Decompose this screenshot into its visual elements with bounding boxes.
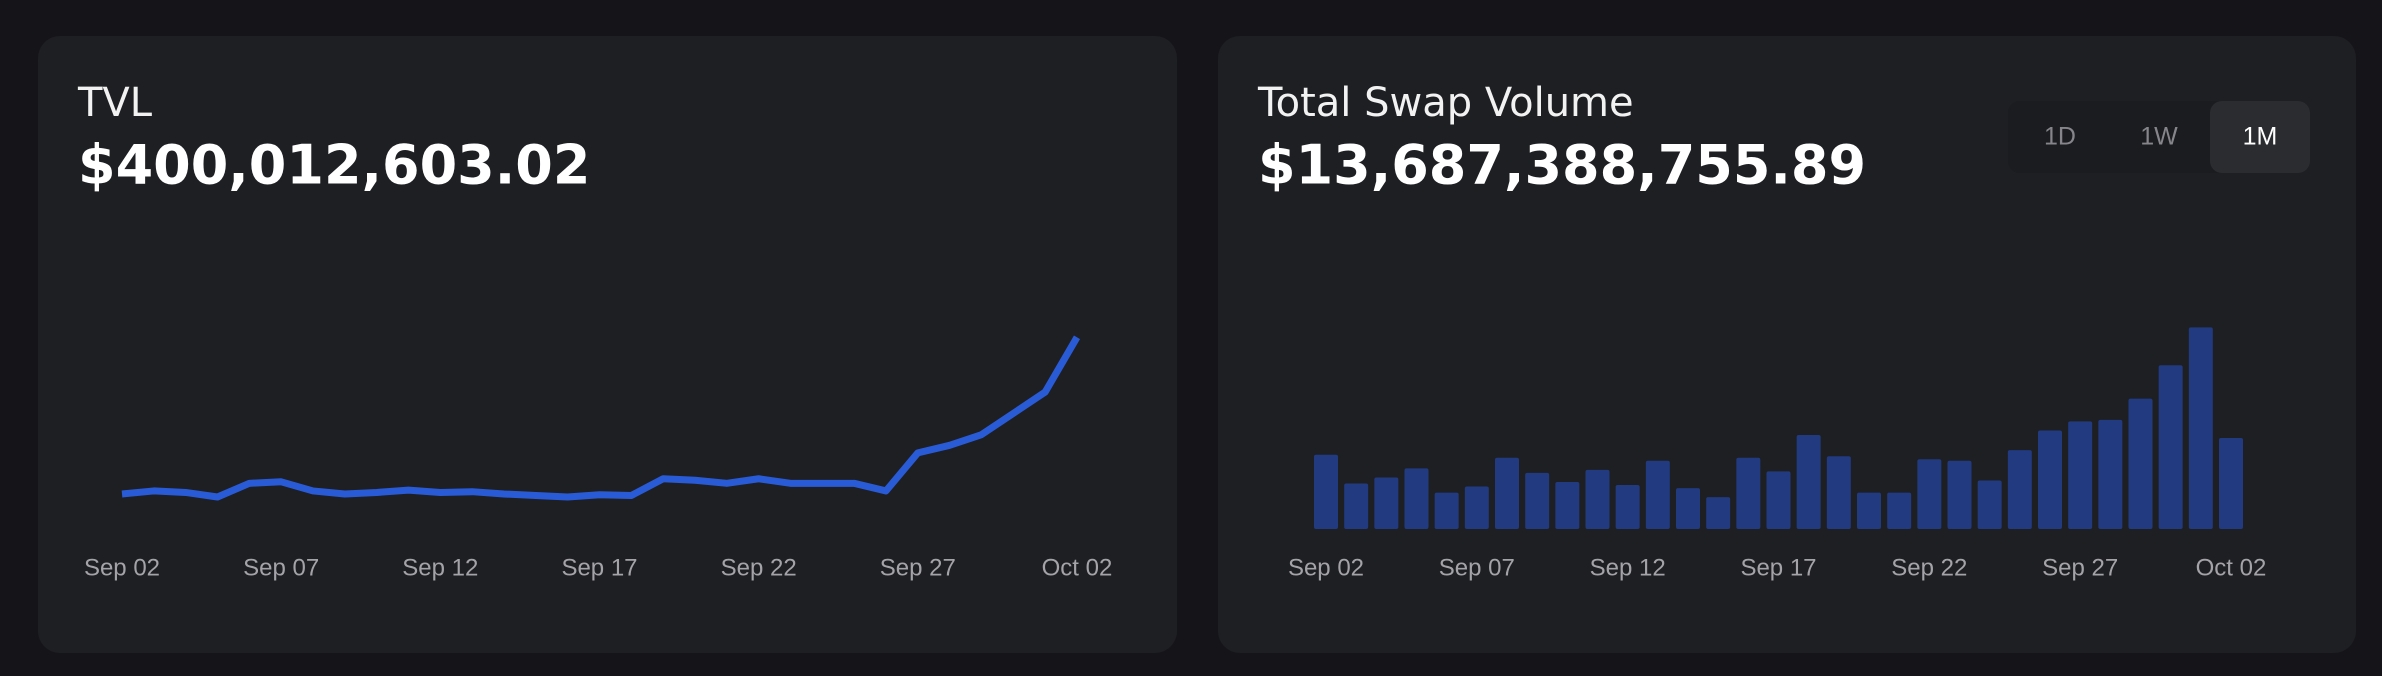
x-tick-label: Sep 22 bbox=[721, 554, 797, 581]
volume-bar bbox=[1314, 454, 1338, 529]
tvl-panel bbox=[38, 36, 1177, 653]
volume-bar bbox=[1374, 477, 1399, 529]
x-tick-label: Sep 12 bbox=[402, 554, 478, 581]
volume-bar bbox=[1585, 469, 1610, 529]
x-tick-label: Oct 02 bbox=[1042, 554, 1113, 581]
volume-bar bbox=[2068, 421, 2093, 529]
headline-value: $400,012,603.02 bbox=[78, 134, 590, 197]
x-tick-label: Sep 07 bbox=[243, 554, 319, 581]
volume-bar bbox=[1434, 492, 1459, 529]
panel-title: TVL bbox=[77, 80, 153, 126]
volume-bar bbox=[2158, 365, 2183, 529]
x-tick-label: Sep 12 bbox=[1590, 554, 1666, 581]
panel-title: Total Swap Volume bbox=[1257, 80, 1634, 126]
x-tick-label: Oct 02 bbox=[2196, 554, 2267, 581]
headline-value: $13,687,388,755.89 bbox=[1258, 134, 1866, 197]
range-button[interactable]: 1W bbox=[2140, 123, 2178, 151]
volume-bar bbox=[1615, 485, 1640, 529]
volume-bar bbox=[1917, 459, 1942, 529]
range-button[interactable]: 1D bbox=[2044, 123, 2076, 151]
volume-bar bbox=[1766, 471, 1791, 529]
volume-bar bbox=[1736, 457, 1761, 529]
x-tick-label: Sep 27 bbox=[2042, 554, 2118, 581]
volume-bar bbox=[1645, 460, 1670, 529]
volume-bar bbox=[1464, 486, 1489, 529]
volume-bar bbox=[1344, 483, 1369, 529]
x-tick-label: Sep 02 bbox=[84, 554, 160, 581]
volume-bar bbox=[1495, 457, 1519, 529]
volume-bar bbox=[1525, 472, 1550, 529]
x-tick-label: Sep 02 bbox=[1288, 554, 1364, 581]
volume-bar bbox=[2038, 430, 2062, 529]
volume-bar bbox=[1857, 492, 1881, 529]
volume-bar bbox=[1404, 468, 1429, 529]
x-tick-label: Sep 27 bbox=[880, 554, 956, 581]
volume-bar bbox=[1676, 488, 1700, 529]
volume-bar bbox=[2098, 419, 2123, 529]
x-tick-label: Sep 17 bbox=[561, 554, 637, 581]
volume-bar bbox=[1555, 482, 1580, 529]
volume-bar bbox=[2188, 327, 2213, 529]
x-tick-label: Sep 17 bbox=[1740, 554, 1816, 581]
range-button-active[interactable] bbox=[2210, 101, 2310, 173]
volume-bar bbox=[2128, 398, 2153, 529]
tvl-line bbox=[121, 335, 1081, 501]
range-button[interactable]: 1M bbox=[2243, 123, 2278, 151]
x-tick-label: Sep 22 bbox=[1891, 554, 1967, 581]
volume-bar bbox=[1826, 456, 1851, 529]
volume-bar bbox=[1887, 492, 1912, 529]
volume-bar bbox=[2007, 450, 2032, 529]
volume-bar bbox=[1706, 497, 1731, 529]
volume-bar bbox=[1977, 480, 2002, 529]
volume-bar bbox=[1796, 435, 1821, 529]
volume-bar bbox=[1947, 460, 1972, 529]
volume-bar bbox=[2219, 438, 2243, 529]
x-tick-label: Sep 07 bbox=[1439, 554, 1515, 581]
